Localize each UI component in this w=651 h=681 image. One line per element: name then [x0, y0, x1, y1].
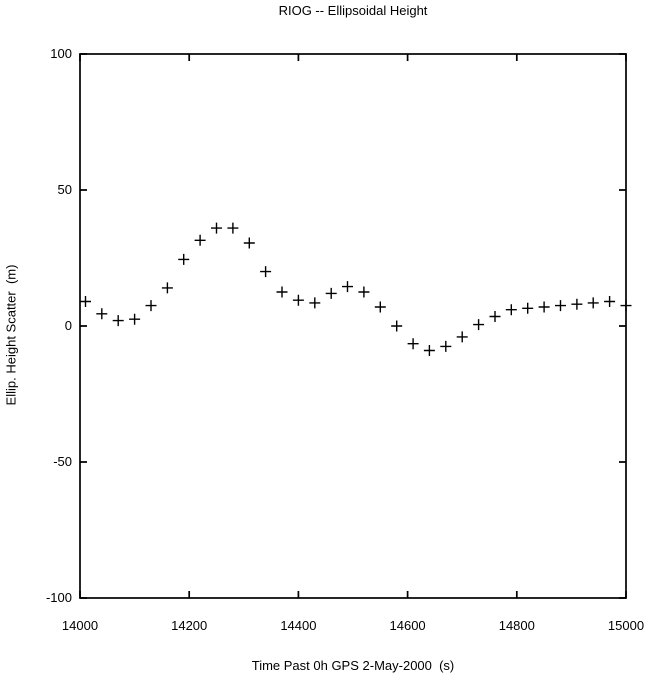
y-ticks [80, 53, 626, 599]
scatter-markers [80, 222, 632, 356]
y-tick-label: -100 [45, 590, 72, 605]
x-tick-label: 14800 [498, 618, 535, 633]
y-axis-title: Ellip. Height Scatter (m) [3, 264, 19, 406]
x-tick-label: 14400 [280, 618, 317, 633]
y-tick-label: 100 [50, 46, 72, 61]
y-tick-label: -50 [53, 454, 72, 469]
x-tick-label: 15000 [607, 618, 645, 633]
x-tick-label: 14200 [171, 618, 208, 633]
x-tick-label: 14000 [61, 618, 99, 633]
y-tick-label: 0 [64, 318, 72, 333]
x-tick-label: 14600 [389, 618, 426, 633]
plot-box [79, 53, 627, 599]
x-ticks [79, 54, 627, 598]
chart-title: RIOG -- Ellipsoidal Height [278, 3, 428, 18]
x-axis-title: Time Past 0h GPS 2-May-2000 (s) [251, 658, 455, 673]
y-tick-label: 50 [57, 182, 72, 197]
